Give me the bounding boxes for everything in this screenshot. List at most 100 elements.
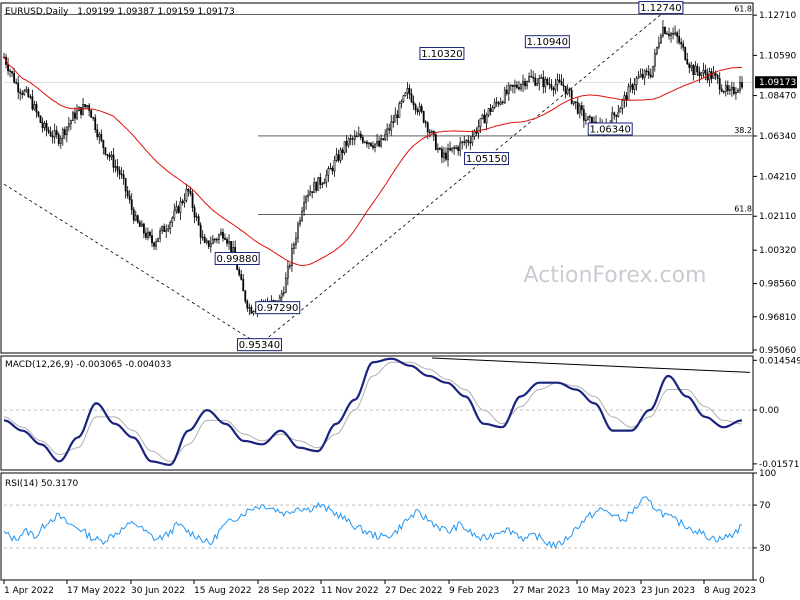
candle-body (587, 116, 589, 121)
candle-body (288, 265, 291, 267)
candle-body (542, 77, 545, 88)
price-callout-box (464, 152, 510, 166)
candle-body (457, 146, 460, 151)
candle-body (718, 78, 721, 90)
candle-body (572, 101, 575, 104)
candle-body (359, 133, 362, 138)
watermark: ActionForex.com (524, 263, 707, 288)
candle-body (568, 88, 571, 91)
candle-body (730, 86, 733, 90)
candle-body (716, 74, 719, 79)
candle-body (189, 190, 192, 194)
candle-body (244, 290, 247, 302)
candle-body (538, 78, 541, 84)
candle-body (520, 84, 522, 90)
candle-body (657, 42, 660, 48)
candle-body (132, 209, 135, 221)
x-tick-label: 8 Aug 2023 (704, 586, 756, 596)
candle-body (84, 104, 86, 108)
candle-body (580, 105, 583, 110)
candle-body (284, 277, 287, 293)
candle-body (732, 86, 735, 94)
candle-body (647, 71, 650, 76)
candle-body (173, 210, 176, 219)
rsi-panel-frame (0, 472, 754, 581)
candle-body (668, 33, 670, 36)
price-annotations: 1.12740 1.10940 1.10320 1.06340 1.05150 0.998… (214, 1, 684, 352)
candle-body (420, 106, 423, 112)
rsi-title: RSI(14) 50.3170 (5, 479, 78, 489)
candle-body (130, 199, 133, 210)
candle-body (65, 126, 68, 136)
candle-body (507, 85, 510, 94)
x-tick-label: 15 Aug 2022 (194, 586, 252, 596)
candle-body (465, 140, 468, 143)
candle-body (305, 196, 307, 203)
candle-body (406, 87, 409, 94)
y-tick-label: 1.08470 (759, 92, 796, 102)
candle-body (633, 84, 636, 90)
macd-main-line (3, 357, 743, 467)
candle-body (637, 76, 640, 79)
candle-body (505, 89, 508, 94)
candle-body (447, 148, 449, 160)
candle-body (112, 154, 115, 168)
candle-body (582, 109, 585, 121)
candle-body (37, 111, 40, 117)
y-tick-label: 1.00320 (759, 246, 796, 256)
candle-body (368, 142, 370, 145)
rsi-line (3, 496, 743, 550)
candle-body (619, 108, 622, 113)
candle-body (714, 72, 717, 76)
x-tick-label: 28 Sep 2022 (258, 586, 315, 596)
candle-body (220, 231, 222, 236)
candle-body (412, 101, 415, 106)
rsi-y-tick-label: 70 (759, 501, 771, 511)
candle-body (17, 82, 20, 93)
price-callout-box (214, 252, 260, 266)
candle-body (325, 174, 328, 183)
rsi-y-tick-label: 30 (759, 544, 771, 554)
candle-body (548, 83, 551, 86)
price-callout-label: 0.99880 (216, 254, 257, 265)
candle-body (410, 93, 413, 103)
candle-body (120, 173, 123, 176)
candle-body (145, 232, 147, 238)
candle-body (140, 223, 143, 227)
candle-body (441, 148, 443, 158)
candle-body (424, 121, 427, 124)
candle-body (451, 147, 453, 151)
candle-body (31, 96, 34, 110)
candle-body (696, 65, 699, 73)
candle-body (463, 141, 466, 143)
candle-body (351, 138, 354, 140)
candle-body (197, 216, 200, 226)
candle-body (248, 307, 251, 309)
fib-level-label: 61.8 (734, 5, 752, 14)
candle-body (503, 89, 506, 103)
candle-body (627, 86, 630, 101)
candle-body (41, 122, 44, 128)
candle-body (321, 183, 324, 185)
candle-body (680, 42, 683, 45)
candle-body (728, 89, 731, 91)
macd-y-tick-label: 0.014549 (759, 356, 800, 366)
candle-body (61, 129, 64, 139)
candle-body (649, 74, 652, 78)
candle-body (388, 128, 391, 131)
rsi-levels (4, 504, 752, 549)
candle-body (307, 194, 310, 198)
rsi-y-axis: 100 70 30 0 (753, 469, 776, 586)
candle-body (550, 84, 553, 89)
candle-body (471, 136, 474, 144)
candle-body (63, 129, 66, 136)
candle-body (566, 88, 569, 95)
macd-y-axis: 0.014549 0.00 -0.015712 (753, 356, 800, 470)
price-candles (3, 19, 743, 318)
y-tick-label: 0.95060 (759, 346, 796, 356)
candle-body (57, 134, 60, 144)
candle-body (710, 71, 713, 79)
candle-body (159, 230, 162, 239)
candle-body (11, 71, 14, 74)
